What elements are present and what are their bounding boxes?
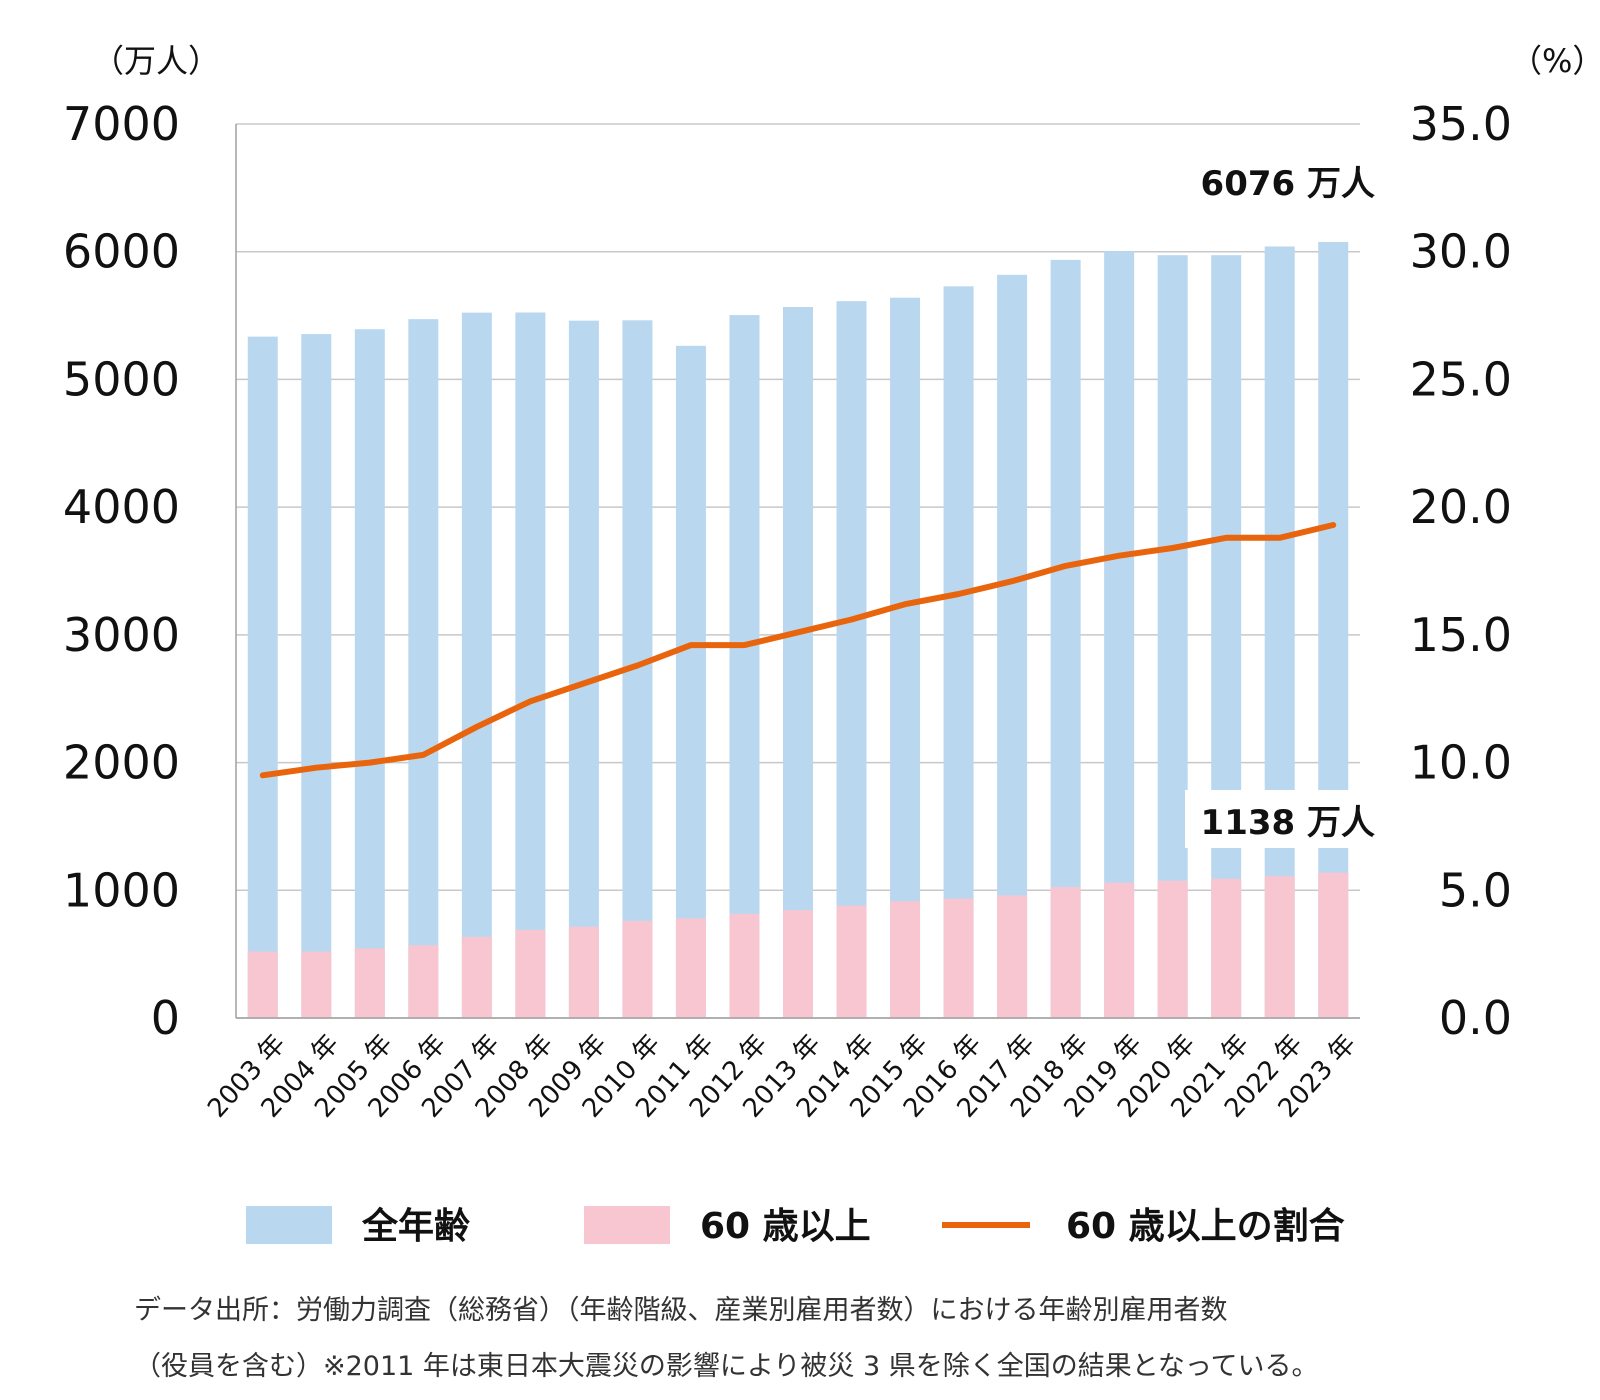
bar-60-plus xyxy=(997,895,1028,1018)
annotations: 6076 万人 1138 万人 xyxy=(1185,164,1385,848)
bar-all-ages xyxy=(997,274,1028,1018)
legend-swatch-60-plus xyxy=(584,1206,670,1244)
bar-all-ages xyxy=(890,297,921,1019)
bar-60-plus xyxy=(1050,887,1081,1018)
bar-all-ages xyxy=(675,345,706,1018)
y-left-unit: （万人） xyxy=(92,42,220,80)
y-right-tick-label: 30.0 xyxy=(1410,225,1512,279)
axes xyxy=(235,124,1360,1019)
source-note-line2: （役員を含む）※2011 年は東日本大震災の影響により被災 3 県を除く全国の結… xyxy=(134,1351,1319,1382)
bar-60-plus xyxy=(301,951,332,1018)
ratio-line xyxy=(259,522,1337,779)
bar-all-ages xyxy=(836,301,867,1018)
y-right-tick-label: 35.0 xyxy=(1410,97,1512,151)
annotation-total-2023: 6076 万人 xyxy=(1201,164,1375,204)
y-right-tick-label: 5.0 xyxy=(1439,863,1512,917)
bar-60-plus xyxy=(729,913,760,1018)
bar-60-plus xyxy=(943,898,974,1018)
bar-60-plus xyxy=(1104,882,1135,1018)
y-left-tick-label: 3000 xyxy=(63,608,180,662)
y-right-tick-label: 25.0 xyxy=(1410,352,1512,406)
y-left-tick-label: 5000 xyxy=(63,352,180,406)
bar-60-plus xyxy=(515,929,546,1018)
bar-60-plus xyxy=(675,918,706,1018)
y-right-unit: （%） xyxy=(1510,42,1600,80)
bar-60-plus xyxy=(568,926,599,1018)
annotation-backdrop xyxy=(1185,790,1385,848)
bar-60-plus xyxy=(783,910,813,1018)
source-note-line1: データ出所：労働力調査（総務省）（年齢階級、産業別雇用者数）における年齢別雇用者… xyxy=(134,1295,1228,1326)
y-right-tick-label: 0.0 xyxy=(1439,991,1512,1045)
bar-60-plus xyxy=(408,945,439,1018)
legend-label-ratio: 60 歳以上の割合 xyxy=(1066,1206,1345,1247)
legend-swatch-all-ages xyxy=(246,1206,332,1244)
bar-all-ages xyxy=(783,307,813,1019)
y-left-tick-label: 0 xyxy=(151,991,180,1045)
bar-60-plus xyxy=(890,901,921,1018)
y-left-tick-label: 7000 xyxy=(63,97,180,151)
bar-60-plus xyxy=(836,905,867,1018)
y-left-tick-label: 2000 xyxy=(63,736,180,790)
bar-all-ages xyxy=(301,334,332,1019)
bar-60-plus xyxy=(1157,880,1188,1018)
bar-all-ages xyxy=(247,336,278,1018)
bar-all-ages xyxy=(568,320,599,1018)
bar-60-plus xyxy=(622,920,653,1018)
ratio-line-series xyxy=(259,522,1337,779)
y-left-tick-label: 6000 xyxy=(63,225,180,279)
y-right-ticks: 35.0 30.0 25.0 20.0 15.0 10.0 5.0 0.0 xyxy=(1410,97,1512,1045)
bar-60-plus xyxy=(354,948,385,1018)
bar-all-ages xyxy=(461,312,492,1018)
bars-all-ages xyxy=(247,242,1349,1019)
bar-all-ages xyxy=(515,312,546,1018)
legend-label-all-ages: 全年齢 xyxy=(361,1205,470,1247)
bar-all-ages xyxy=(408,319,439,1018)
y-right-tick-label: 15.0 xyxy=(1410,608,1512,662)
legend-label-60-plus: 60 歳以上 xyxy=(700,1206,871,1247)
bar-60-plus xyxy=(461,936,492,1018)
legend: 全年齢 60 歳以上 60 歳以上の割合 xyxy=(246,1205,1345,1247)
y-left-ticks: 7000 6000 5000 4000 3000 2000 1000 0 xyxy=(63,97,180,1045)
bar-60-plus xyxy=(1211,878,1242,1018)
y-left-tick-label: 1000 xyxy=(63,863,180,917)
bar-60-plus xyxy=(1264,876,1295,1018)
bar-all-ages xyxy=(729,315,760,1019)
y-left-tick-label: 4000 xyxy=(63,480,180,534)
annotation-60plus-2023: 1138 万人 xyxy=(1201,803,1375,843)
bars-60-plus xyxy=(247,872,1349,1018)
y-right-tick-label: 20.0 xyxy=(1410,480,1512,534)
y-right-tick-label: 10.0 xyxy=(1410,736,1512,790)
bar-all-ages xyxy=(354,329,385,1019)
bar-60-plus xyxy=(1318,872,1349,1018)
bar-all-ages xyxy=(943,286,974,1019)
bar-60-plus xyxy=(247,951,278,1018)
